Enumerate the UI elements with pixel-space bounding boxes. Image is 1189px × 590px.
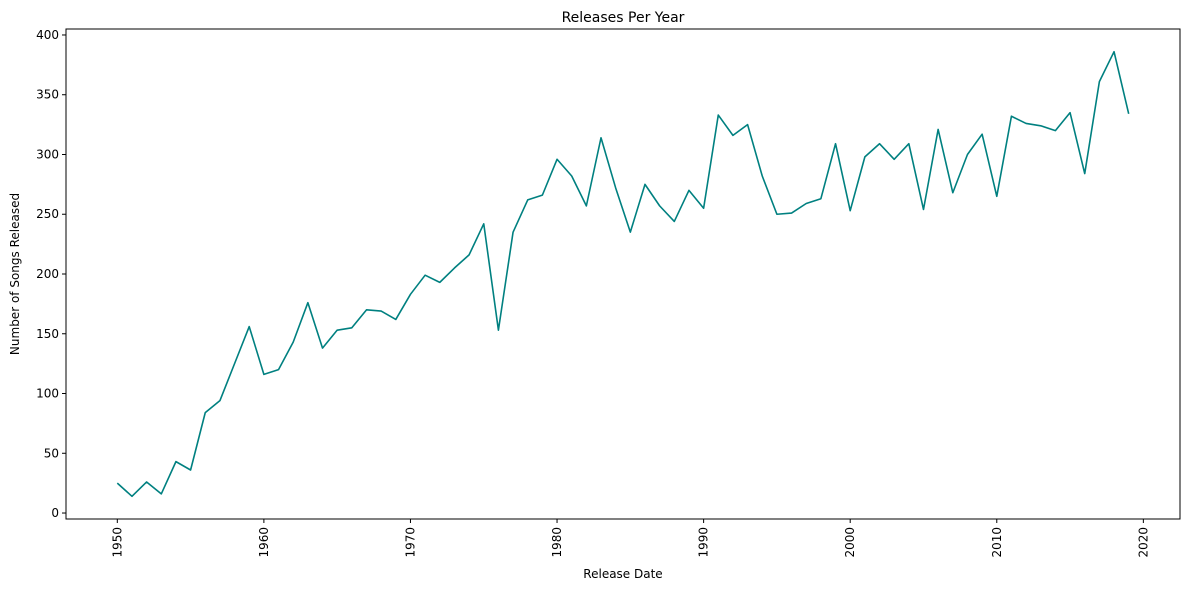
y-tick-label: 200 xyxy=(36,267,59,281)
x-tick-label: 1950 xyxy=(110,527,124,558)
y-tick-label: 250 xyxy=(36,207,59,221)
y-tick-label: 50 xyxy=(44,446,59,460)
y-tick-label: 150 xyxy=(36,327,59,341)
series-line-0 xyxy=(116,50,1130,498)
x-axis-label: Release Date xyxy=(583,567,662,581)
y-tick-label: 100 xyxy=(36,387,59,401)
x-axis: 1950 1960 1970 1980 1990 2000 2010 2020 xyxy=(110,519,1150,558)
x-tick-label: 2010 xyxy=(990,527,1004,558)
series-layer xyxy=(116,50,1130,498)
x-tick-label: 2000 xyxy=(843,527,857,558)
y-axis-label: Number of Songs Released xyxy=(8,193,22,355)
y-tick-label: 0 xyxy=(51,506,59,520)
x-tick-label: 1960 xyxy=(257,527,271,558)
y-tick-label: 300 xyxy=(36,147,59,161)
x-tick-label: 1990 xyxy=(697,527,711,558)
y-axis: 0 50 100 150 200 250 300 350 400 xyxy=(36,28,66,520)
x-tick-label: 1970 xyxy=(403,527,417,558)
x-tick-label: 2020 xyxy=(1136,527,1150,558)
x-tick-label: 1980 xyxy=(550,527,564,558)
y-tick-label: 350 xyxy=(36,88,59,102)
y-tick-label: 400 xyxy=(36,28,59,42)
chart-title: Releases Per Year xyxy=(562,10,685,26)
plot-frame xyxy=(65,28,1181,520)
